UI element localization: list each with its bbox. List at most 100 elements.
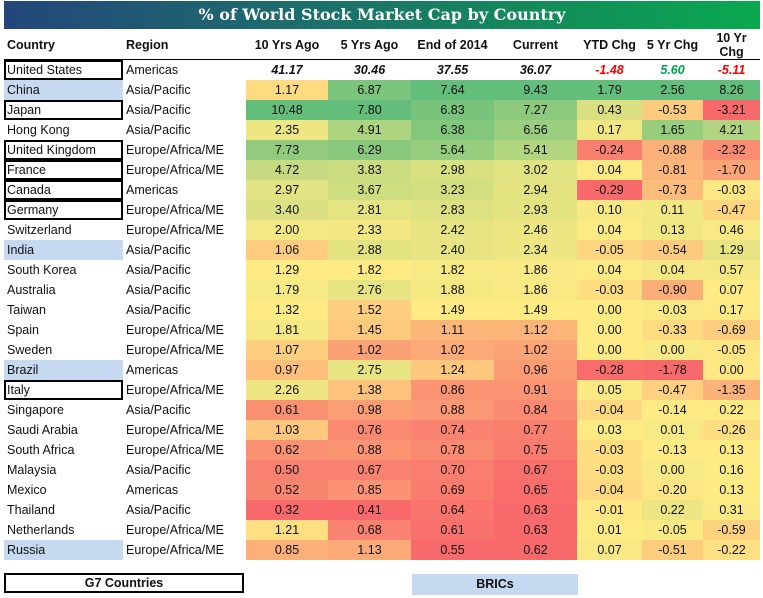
value-current: 0.62 <box>494 540 577 560</box>
value-5yrs-ago: 0.85 <box>328 480 411 500</box>
value-10yr-chg: 0.22 <box>703 400 760 420</box>
country-cell: Australia <box>7 283 56 297</box>
value-5yr-chg: -0.88 <box>642 140 703 160</box>
table-row: South Korea Asia/Pacific 1.29 1.82 1.82 1.86 0… <box>4 260 760 280</box>
value-10yrs-ago: 41.17 <box>271 63 303 77</box>
value-10yr-chg: -0.59 <box>703 520 760 540</box>
country-cell: France <box>4 160 123 180</box>
value-10yrs-ago: 1.79 <box>246 280 328 300</box>
country-cell: Japan <box>4 100 123 120</box>
value-end-2014: 1.02 <box>411 340 494 360</box>
value-10yr-chg: -2.32 <box>703 140 760 160</box>
value-5yr-chg: -0.90 <box>642 280 703 300</box>
table-row: Brazil Americas 0.97 2.75 1.24 0.96 -0.28 -1.78… <box>4 360 760 380</box>
value-ytd-chg: -0.03 <box>577 460 642 480</box>
value-ytd-chg: 0.04 <box>577 160 642 180</box>
value-5yr-chg: 1.65 <box>642 120 703 140</box>
legend-g7-countries: G7 Countries <box>4 573 244 593</box>
column-header-10yr-chg: 10 Yr Chg <box>703 31 760 60</box>
value-ytd-chg: 0.00 <box>577 320 642 340</box>
region-cell: Asia/Pacific <box>126 243 191 257</box>
column-header-5yrs-ago: 5 Yrs Ago <box>328 31 411 60</box>
value-10yr-chg: 8.26 <box>703 80 760 100</box>
value-10yrs-ago: 0.85 <box>246 540 328 560</box>
value-10yrs-ago: 4.72 <box>246 160 328 180</box>
value-10yrs-ago: 2.97 <box>246 180 328 200</box>
table-row: Switzerland Europe/Africa/ME 2.00 2.33 2.42 2… <box>4 220 760 240</box>
value-5yr-chg: -0.05 <box>642 520 703 540</box>
value-current: 0.75 <box>494 440 577 460</box>
country-cell: Brazil <box>4 360 123 380</box>
value-ytd-chg: 0.00 <box>577 340 642 360</box>
value-end-2014: 0.61 <box>411 520 494 540</box>
value-10yr-chg: -0.26 <box>703 420 760 440</box>
value-end-2014: 0.55 <box>411 540 494 560</box>
value-10yr-chg: -0.22 <box>703 540 760 560</box>
value-end-2014: 2.83 <box>411 200 494 220</box>
value-end-2014: 6.38 <box>411 120 494 140</box>
table-row: Taiwan Asia/Pacific 1.32 1.52 1.49 1.49 0.00 -0… <box>4 300 760 320</box>
country-cell: Taiwan <box>7 303 46 317</box>
country-cell: Spain <box>7 323 39 337</box>
table-row: France Europe/Africa/ME 4.72 3.83 2.98 3.02 0.… <box>4 160 760 180</box>
value-end-2014: 6.83 <box>411 100 494 120</box>
value-5yr-chg: -0.73 <box>642 180 703 200</box>
value-5yrs-ago: 0.88 <box>328 440 411 460</box>
value-end-2014: 2.42 <box>411 220 494 240</box>
value-end-2014: 0.64 <box>411 500 494 520</box>
value-10yr-chg: -0.05 <box>703 340 760 360</box>
table-body: United States Americas 41.17 30.46 37.55 36.0… <box>4 59 760 560</box>
value-10yr-chg: -0.47 <box>703 200 760 220</box>
value-5yr-chg: -0.54 <box>642 240 703 260</box>
value-end-2014: 1.49 <box>411 300 494 320</box>
value-10yrs-ago: 0.32 <box>246 500 328 520</box>
value-5yr-chg: -0.33 <box>642 320 703 340</box>
country-cell: Malaysia <box>7 463 57 477</box>
value-5yr-chg: 2.56 <box>642 80 703 100</box>
value-current: 1.02 <box>494 340 577 360</box>
value-current: 5.41 <box>494 140 577 160</box>
value-5yr-chg: 0.04 <box>642 260 703 280</box>
value-ytd-chg: 0.43 <box>577 100 642 120</box>
region-cell: Asia/Pacific <box>126 463 191 477</box>
value-end-2014: 0.70 <box>411 460 494 480</box>
column-header-region: Region <box>123 31 246 60</box>
region-cell: Europe/Africa/ME <box>126 543 224 557</box>
value-current: 2.46 <box>494 220 577 240</box>
country-cell: Italy <box>4 380 123 400</box>
value-10yr-chg: -1.70 <box>703 160 760 180</box>
value-10yr-chg: -1.35 <box>703 380 760 400</box>
value-current: 1.49 <box>494 300 577 320</box>
table-row: Netherlands Europe/Africa/ME 1.21 0.68 0.61 0… <box>4 520 760 540</box>
value-5yrs-ago: 6.29 <box>328 140 411 160</box>
value-10yrs-ago: 7.73 <box>246 140 328 160</box>
value-10yrs-ago: 0.61 <box>246 400 328 420</box>
value-5yr-chg: 0.13 <box>642 220 703 240</box>
column-header-end-2014: End of 2014 <box>411 31 494 60</box>
value-end-2014: 0.88 <box>411 400 494 420</box>
column-header-country: Country <box>4 31 123 60</box>
country-cell: Switzerland <box>7 223 72 237</box>
value-current: 3.02 <box>494 160 577 180</box>
table-row: United States Americas 41.17 30.46 37.55 36.0… <box>4 59 760 80</box>
country-cell: Sweden <box>7 343 53 357</box>
value-current: 9.43 <box>494 80 577 100</box>
value-end-2014: 0.86 <box>411 380 494 400</box>
region-cell: Asia/Pacific <box>126 263 191 277</box>
value-10yr-chg: 0.07 <box>703 280 760 300</box>
country-cell: India <box>4 240 123 260</box>
value-5yrs-ago: 2.76 <box>328 280 411 300</box>
value-current: 0.96 <box>494 360 577 380</box>
value-ytd-chg: -0.03 <box>577 440 642 460</box>
table-row: Germany Europe/Africa/ME 3.40 2.81 2.83 2.93 0… <box>4 200 760 220</box>
value-ytd-chg: -0.04 <box>577 480 642 500</box>
value-end-2014: 0.78 <box>411 440 494 460</box>
value-5yrs-ago: 1.02 <box>328 340 411 360</box>
value-5yr-chg: 0.00 <box>642 340 703 360</box>
table-row: Australia Asia/Pacific 1.79 2.76 1.88 1.86 -0.… <box>4 280 760 300</box>
table-row: Thailand Asia/Pacific 0.32 0.41 0.64 0.63 -0.0… <box>4 500 760 520</box>
value-10yrs-ago: 10.48 <box>246 100 328 120</box>
value-5yrs-ago: 2.75 <box>328 360 411 380</box>
value-ytd-chg: 0.01 <box>577 520 642 540</box>
value-5yrs-ago: 2.81 <box>328 200 411 220</box>
